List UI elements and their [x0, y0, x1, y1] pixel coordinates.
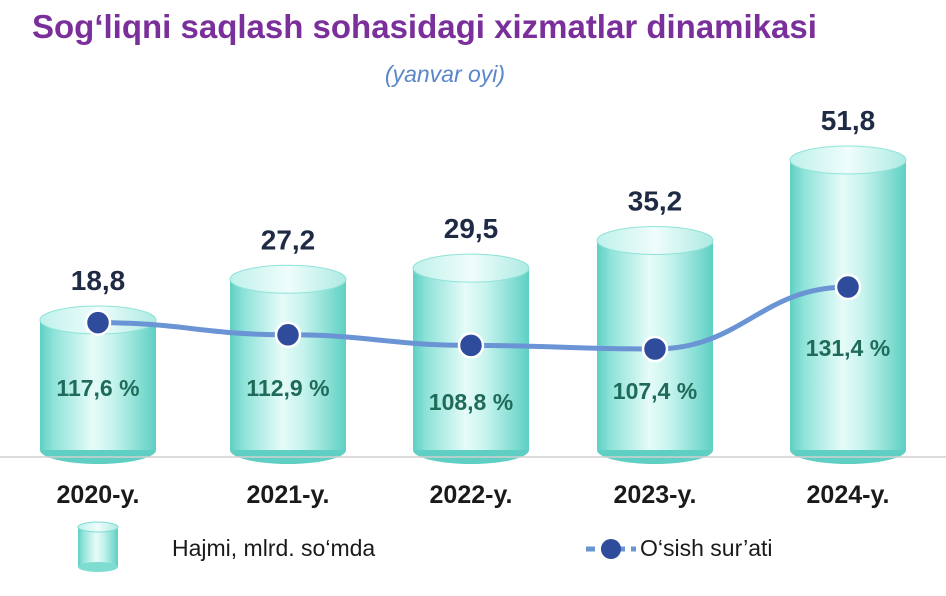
legend-line-label: O‘sish sur’ati: [640, 535, 773, 561]
growth-marker: [274, 321, 302, 349]
x-tick-label: 2020-y.: [57, 481, 140, 509]
x-tick-label: 2021-y.: [247, 481, 330, 509]
growth-line-group: [84, 273, 862, 363]
growth-marker: [84, 309, 112, 336]
growth-value-label: 108,8 %: [429, 389, 513, 415]
bar-value-label: 35,2: [628, 185, 683, 216]
legend-bar-label: Hajmi, mlrd. so‘mda: [172, 535, 375, 561]
labels-group: 18,8 2020-y. 27,2 2021-y. 29,5 2022-y. 35,2 202…: [56, 105, 890, 509]
legend: Hajmi, mlrd. so‘mda O‘sish sur’ati: [77, 521, 773, 572]
growth-value-label: 112,9 %: [246, 375, 329, 401]
x-tick-label: 2023-y.: [614, 481, 697, 509]
bar-2024-y.: [789, 145, 907, 464]
growth-value-label: 107,4 %: [613, 378, 697, 404]
growth-marker: [457, 332, 485, 359]
bar-2021-y.: [229, 264, 347, 464]
bar-2022-y.: [412, 253, 530, 464]
growth-marker: [834, 273, 862, 301]
chart-title: Sog‘liqni saqlash sohasidagi xizmatlar d…: [32, 8, 817, 45]
growth-value-label: 131,4 %: [806, 335, 890, 361]
chart-subtitle: (yanvar oyi): [385, 61, 505, 87]
legend-bar-swatch: [77, 521, 119, 572]
growth-value-label: 117,6 %: [56, 375, 139, 401]
bar-value-label: 27,2: [261, 224, 316, 255]
bar-value-label: 51,8: [821, 105, 876, 136]
x-tick-label: 2022-y.: [430, 481, 513, 509]
growth-marker: [641, 335, 669, 363]
bar-value-label: 18,8: [71, 265, 126, 296]
legend-marker-swatch: [601, 539, 621, 559]
bar-value-label: 29,5: [444, 213, 499, 244]
x-tick-label: 2024-y.: [807, 481, 890, 509]
